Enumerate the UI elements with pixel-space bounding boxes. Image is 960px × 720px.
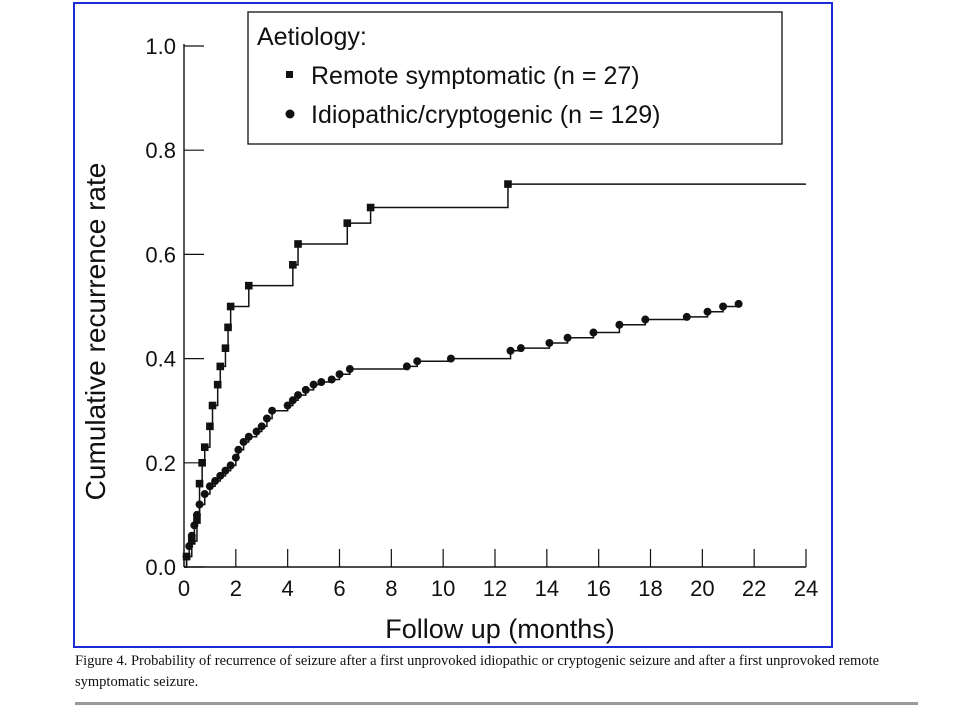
data-point-circle <box>589 328 598 337</box>
x-tick-label: 8 <box>385 576 397 601</box>
data-point-circle <box>283 401 292 410</box>
data-point-circle <box>309 380 318 389</box>
data-point-circle <box>231 453 240 462</box>
data-point-circle <box>317 378 326 387</box>
data-point-circle <box>195 500 204 509</box>
data-point-circle <box>205 482 214 491</box>
data-point-circle <box>641 315 650 324</box>
recurrence-chart: 0 2 4 6 8 10 12 14 16 18 20 22 240.00.20.40.60.81.0F… <box>80 11 818 644</box>
legend-marker-circle-icon <box>285 109 295 119</box>
data-point-circle <box>703 307 712 316</box>
series-line-0 <box>184 183 806 568</box>
data-point-square <box>198 459 206 467</box>
data-point-circle <box>335 370 344 379</box>
figure-frame: 0 2 4 6 8 10 12 14 16 18 20 22 24 0.0 0.2 0.4 0.6 0.8 1.0 F… <box>73 2 833 648</box>
data-point-circle <box>345 365 354 374</box>
x-tick-label: 24 <box>794 576 818 601</box>
y-tick-label: 0.2 <box>145 451 176 476</box>
bottom-rule <box>75 702 918 705</box>
data-point-square <box>213 380 222 389</box>
legend-entry-remote-symptomatic: Remote symptomatic (n = 27) <box>311 62 640 90</box>
x-axis-title: Follow up (months) <box>385 614 615 644</box>
data-point-circle <box>234 445 243 454</box>
data-point-circle <box>301 385 310 394</box>
data-point-square <box>206 422 214 431</box>
legend-entry-idiopathic-cryptogenic: Idiopathic/cryptogenic (n = 129) <box>311 101 661 129</box>
x-tick-label: 0 <box>178 576 190 601</box>
data-point-circle <box>192 510 201 519</box>
data-point-circle <box>402 362 411 371</box>
data-point-circle <box>563 333 572 342</box>
data-point-square <box>200 443 209 451</box>
data-point-square <box>195 479 204 488</box>
data-point-square <box>226 302 235 311</box>
data-point-square <box>504 180 512 188</box>
data-point-circle <box>216 471 225 480</box>
data-point-square <box>224 323 232 332</box>
data-point-circle <box>545 338 554 347</box>
data-point-circle <box>516 344 525 353</box>
data-point-circle <box>239 437 248 446</box>
data-point-circle <box>200 490 209 499</box>
data-point-circle <box>327 375 336 384</box>
data-point-circle <box>446 354 455 363</box>
x-tick-label: 18 <box>638 576 662 601</box>
data-point-square <box>366 203 375 212</box>
data-point-square <box>208 401 217 410</box>
y-tick-label: 1.0 <box>145 34 176 59</box>
y-tick-label: 0.8 <box>145 138 176 163</box>
data-point-square <box>216 362 225 371</box>
x-tick-label: 2 <box>230 576 242 601</box>
x-tick-label: 20 <box>690 576 714 601</box>
x-tick-label: 6 <box>333 576 345 601</box>
data-point-circle <box>413 357 422 366</box>
data-point-circle <box>682 312 691 321</box>
axes: 0 2 4 6 8 10 12 14 16 18 20 22 240.00.20.40.60.81.0F… <box>80 34 818 644</box>
y-tick-label: 0.6 <box>145 242 176 267</box>
data-point-circle <box>252 427 261 436</box>
data-point-circle <box>506 346 515 355</box>
series-layer <box>182 180 806 568</box>
y-tick-label: 0.4 <box>145 347 176 372</box>
data-point-circle <box>226 461 235 470</box>
data-point-square <box>244 281 253 290</box>
data-point-circle <box>288 396 297 405</box>
data-point-circle <box>221 466 230 475</box>
x-tick-label: 14 <box>535 576 559 601</box>
data-point-circle <box>719 302 728 311</box>
x-tick-label: 10 <box>431 576 455 601</box>
y-axis-title: Cumulative recurrence rate <box>80 163 111 501</box>
legend-title: Aetiology: <box>257 23 367 51</box>
data-point-circle <box>262 414 271 423</box>
legend: Aetiology: Remote symptomatic (n = 27) I… <box>247 11 783 145</box>
data-point-square <box>289 261 297 269</box>
figure-caption: Figure 4. Probability of recurrence of s… <box>75 653 880 690</box>
data-point-circle <box>244 432 253 441</box>
data-point-square <box>221 344 230 352</box>
data-point-circle <box>211 477 220 486</box>
data-point-circle <box>734 299 743 308</box>
data-point-circle <box>185 542 194 551</box>
x-tick-label: 22 <box>742 576 766 601</box>
data-point-circle <box>268 406 277 415</box>
legend-box <box>247 11 783 145</box>
data-point-circle <box>294 391 303 400</box>
legend-marker-square-icon <box>286 71 293 78</box>
data-point-square <box>294 240 302 248</box>
data-point-square <box>343 219 352 227</box>
x-tick-label: 4 <box>282 576 294 601</box>
data-point-circle <box>190 521 199 530</box>
y-tick-label: 0.0 <box>145 555 176 580</box>
data-point-circle <box>615 320 624 329</box>
data-point-circle <box>187 531 196 540</box>
x-tick-label: 16 <box>586 576 610 601</box>
x-tick-label: 12 <box>483 576 507 601</box>
series-line-1 <box>184 303 740 568</box>
data-point-circle <box>257 422 266 431</box>
data-point-circle <box>182 552 191 561</box>
